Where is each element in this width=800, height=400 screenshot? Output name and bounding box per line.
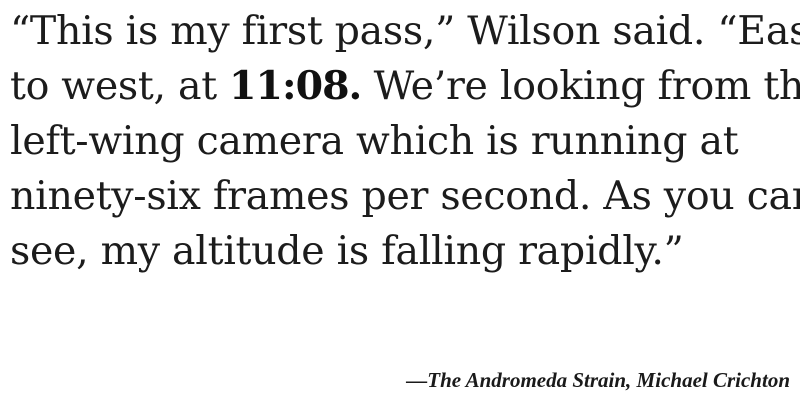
attribution: —The Andromeda Strain, Michael Crichton [406,368,790,392]
quote-line-3: left-wing camera which is running at [10,118,739,164]
quote-line-2-start: to west, at [10,63,230,109]
quote-line-2-end: We’re looking from the [361,63,800,109]
quote-text: “This is my first pass,” Wilson said. “E… [10,4,800,279]
quote-line-2: to west, at 11:08. We’re looking from th… [10,59,800,114]
emphasized-time: 11:08. [229,63,362,109]
quote-line-5: see, my altitude is falling rapidly.” [10,228,684,274]
quote-line-4: ninety-six frames per second. As you can [10,173,800,219]
quote-line-1: “This is my first pass,” Wilson said. “E… [10,8,800,54]
